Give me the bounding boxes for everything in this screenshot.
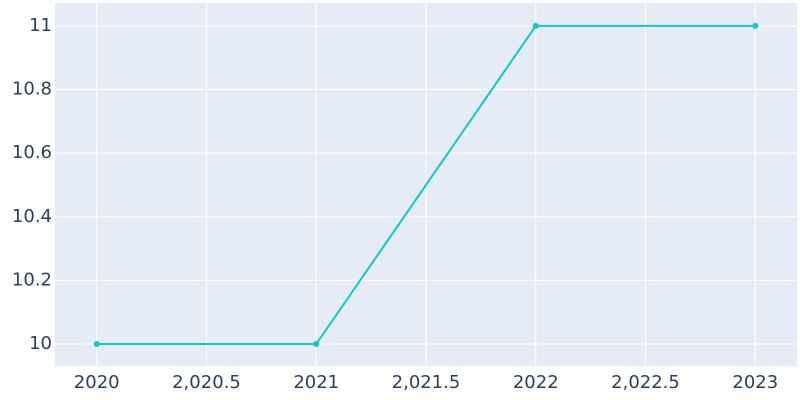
y-tick-label: 10.8 xyxy=(12,79,52,100)
x-tick-label: 2023 xyxy=(732,372,778,393)
y-tick-label: 10.6 xyxy=(12,142,52,163)
x-tick-label: 2,022.5 xyxy=(611,372,680,393)
x-tick-label: 2,020.5 xyxy=(172,372,241,393)
x-tick-label: 2021 xyxy=(293,372,339,393)
x-tick-label: 2022 xyxy=(513,372,559,393)
line xyxy=(96,24,756,346)
y-tick-label: 11 xyxy=(29,15,52,36)
marker xyxy=(752,22,759,29)
y-tick-label: 10.2 xyxy=(12,269,52,290)
y-tick-label: 10.4 xyxy=(12,206,52,227)
y-tick-label: 10 xyxy=(29,333,52,354)
marker xyxy=(532,22,539,29)
x-tick-label: 2,021.5 xyxy=(392,372,461,393)
marker xyxy=(93,341,100,348)
marker xyxy=(313,341,320,348)
x-tick-label: 2020 xyxy=(74,372,120,393)
